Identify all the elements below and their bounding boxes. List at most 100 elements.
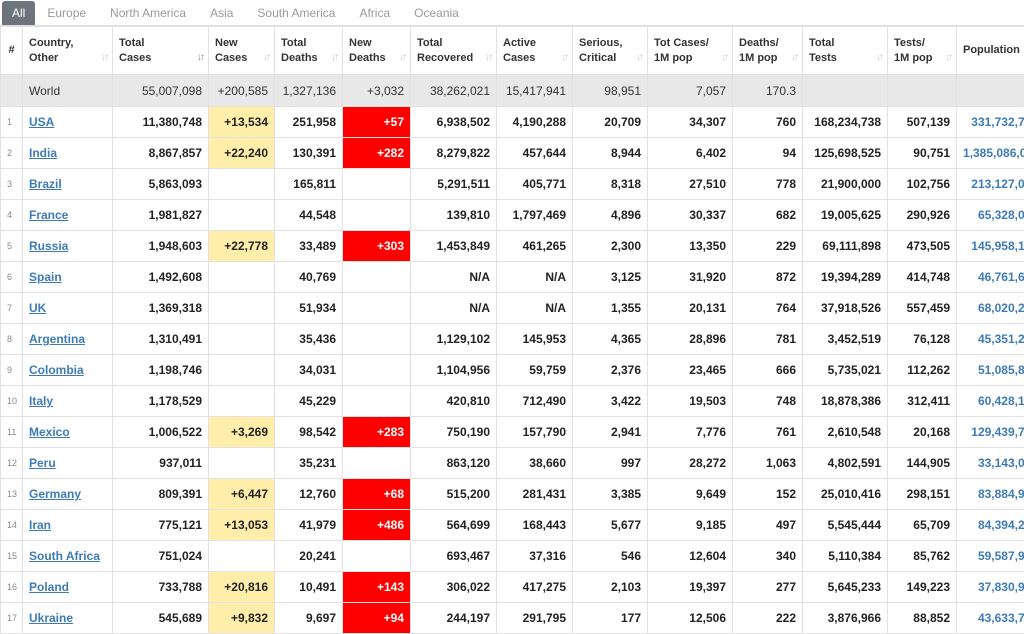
country-link[interactable]: USA	[29, 115, 54, 129]
tab-europe[interactable]: Europe	[35, 1, 98, 25]
tab-oceania[interactable]: Oceania	[402, 1, 471, 25]
sort-icon[interactable]: ↓↑	[485, 50, 491, 65]
population-link[interactable]: 331,732,757	[971, 115, 1024, 129]
header-deaths-per-million[interactable]: Deaths/1M pop↓↑	[733, 27, 803, 75]
country-link[interactable]: India	[29, 146, 57, 160]
population-link[interactable]: 84,394,287	[978, 518, 1024, 532]
cell-cases-per-million: 28,272	[648, 448, 733, 479]
country-link[interactable]: Russia	[29, 239, 68, 253]
cell-total-recovered: N/A	[411, 262, 497, 293]
tab-asia[interactable]: Asia	[198, 1, 245, 25]
country-link[interactable]: Brazil	[29, 177, 62, 191]
cell-tests-per-million: 20,168	[888, 417, 957, 448]
population-link[interactable]: 129,439,742	[971, 425, 1024, 439]
country-link[interactable]: UK	[29, 301, 46, 315]
header-cases-per-million[interactable]: Tot Cases/1M pop↓↑	[648, 27, 733, 75]
cell-new-cases	[209, 169, 275, 200]
sort-icon[interactable]: ↓↑	[876, 50, 882, 65]
cell-country: Argentina	[23, 324, 113, 355]
tab-north-america[interactable]: North America	[98, 1, 198, 25]
population-link[interactable]: 68,020,236	[978, 301, 1024, 315]
cell-total-deaths: 33,489	[275, 231, 343, 262]
population-link[interactable]: 59,587,901	[978, 549, 1024, 563]
country-link[interactable]: Ukraine	[29, 611, 73, 625]
country-link[interactable]: Peru	[29, 456, 56, 470]
country-link[interactable]: France	[29, 208, 68, 222]
country-link[interactable]: South Africa	[29, 549, 100, 563]
sort-icon[interactable]: ↓↑	[399, 50, 405, 65]
country-link[interactable]: Germany	[29, 487, 81, 501]
population-link[interactable]: 37,830,907	[978, 580, 1024, 594]
header-label-line1: Total	[809, 37, 834, 49]
population-link[interactable]: 45,351,219	[978, 332, 1024, 346]
sort-icon[interactable]: ↓↑	[945, 50, 951, 65]
cell-tests-per-million: 90,751	[888, 138, 957, 169]
tab-all[interactable]: All	[2, 1, 35, 25]
country-link[interactable]: Iran	[29, 518, 51, 532]
header-label-line1: Total	[417, 37, 442, 49]
cell-total-tests: 21,900,000	[803, 169, 888, 200]
header-label-line1: #	[8, 44, 14, 56]
cell-total-cases: 937,011	[113, 448, 209, 479]
cell-total-cases: 1,948,603	[113, 231, 209, 262]
population-link[interactable]: 43,633,734	[978, 611, 1024, 625]
cell-active-cases: 405,771	[497, 169, 573, 200]
cell-total-deaths: 44,548	[275, 200, 343, 231]
population-link[interactable]: 83,884,996	[978, 487, 1024, 501]
header-serious-critical[interactable]: Serious,Critical↓↑	[573, 27, 648, 75]
cell-active-cases: N/A	[497, 262, 573, 293]
country-link[interactable]: Spain	[29, 270, 62, 284]
population-link[interactable]: 65,328,048	[978, 208, 1024, 222]
cell-population: 45,351,219	[957, 324, 1024, 355]
cell-tests-per-million: 65,709	[888, 510, 957, 541]
sort-descending-icon[interactable]: ↓↑	[197, 50, 203, 65]
sort-icon[interactable]: ↓↑	[636, 50, 642, 65]
population-link[interactable]: 60,428,130	[978, 394, 1024, 408]
country-link[interactable]: Mexico	[29, 425, 70, 439]
cell-total-deaths: 40,769	[275, 262, 343, 293]
tab-south-america[interactable]: South America	[245, 1, 347, 25]
cell-country: Peru	[23, 448, 113, 479]
population-link[interactable]: 213,127,014	[971, 177, 1024, 191]
cell-cases-per-million: 7,776	[648, 417, 733, 448]
tab-africa[interactable]: Africa	[347, 1, 402, 25]
population-link[interactable]: 145,958,133	[971, 239, 1024, 253]
country-link[interactable]: Colombia	[29, 363, 84, 377]
sort-icon[interactable]: ↓↑	[721, 50, 727, 65]
header-population[interactable]: Population↓↑	[957, 27, 1024, 75]
sort-icon[interactable]: ↓↑	[331, 50, 337, 65]
cell-population: 33,143,099	[957, 448, 1024, 479]
country-link[interactable]: Argentina	[29, 332, 85, 346]
population-link[interactable]: 51,085,837	[978, 363, 1024, 377]
header-rank: #	[1, 27, 23, 75]
cell-new-deaths: +143	[343, 572, 411, 603]
population-link[interactable]: 33,143,099	[978, 456, 1024, 470]
cell-tests-per-million: 102,756	[888, 169, 957, 200]
cell-total-deaths: 12,760	[275, 479, 343, 510]
population-link[interactable]: 46,761,629	[978, 270, 1024, 284]
country-link[interactable]: Poland	[29, 580, 69, 594]
sort-icon[interactable]: ↓↑	[561, 50, 567, 65]
sort-icon[interactable]: ↓↑	[791, 50, 797, 65]
country-link[interactable]: Italy	[29, 394, 53, 408]
cell-new-deaths: +282	[343, 138, 411, 169]
cell-rank: 13	[1, 479, 23, 510]
sort-icon[interactable]: ↓↑	[263, 50, 269, 65]
cell-total-cases: 733,788	[113, 572, 209, 603]
cell-rank: 14	[1, 510, 23, 541]
cell-population: 84,394,287	[957, 510, 1024, 541]
header-country[interactable]: Country,Other↓↑	[23, 27, 113, 75]
header-tests-per-million[interactable]: Tests/1M pop↓↑	[888, 27, 957, 75]
population-link[interactable]: 1,385,086,067	[963, 146, 1024, 160]
sort-icon[interactable]: ↓↑	[101, 50, 107, 65]
